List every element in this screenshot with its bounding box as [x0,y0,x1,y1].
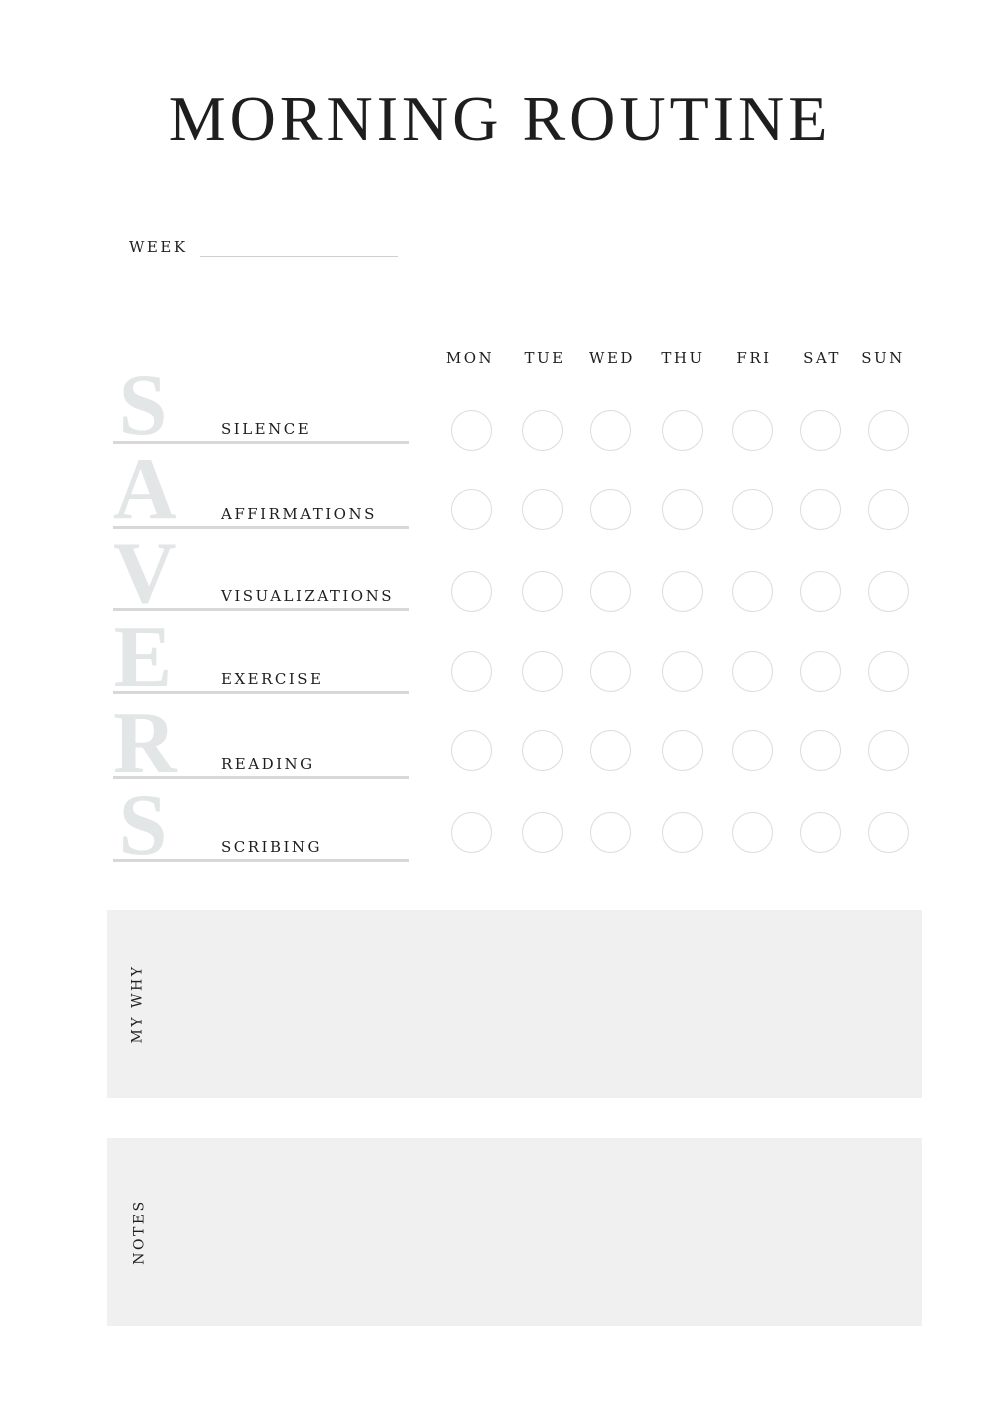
checkbox-reading-sat[interactable] [800,730,841,771]
checkbox-affirmations-tue[interactable] [522,489,563,530]
day-header-tue: TUE [524,349,566,367]
acronym-letter: S [118,357,168,454]
checkbox-scribing-mon[interactable] [451,812,492,853]
checkbox-affirmations-sun[interactable] [868,489,909,530]
habit-label-exercise: EXERCISE [221,670,324,688]
checkbox-silence-wed[interactable] [590,410,631,451]
row-divider [113,526,409,529]
row-divider [113,859,409,862]
checkbox-affirmations-mon[interactable] [451,489,492,530]
checkbox-exercise-thu[interactable] [662,651,703,692]
checkbox-scribing-sat[interactable] [800,812,841,853]
checkbox-exercise-sat[interactable] [800,651,841,692]
checkbox-silence-mon[interactable] [451,410,492,451]
habit-label-reading: READING [221,755,315,773]
checkbox-affirmations-sat[interactable] [800,489,841,530]
checkbox-scribing-tue[interactable] [522,812,563,853]
notes-box[interactable]: NOTES [107,1138,922,1326]
week-input-line[interactable] [200,256,398,257]
checkbox-reading-tue[interactable] [522,730,563,771]
row-divider [113,441,409,444]
checkbox-silence-tue[interactable] [522,410,563,451]
habit-label-affirmations: AFFIRMATIONS [221,505,377,523]
checkbox-reading-thu[interactable] [662,730,703,771]
checkbox-scribing-wed[interactable] [590,812,631,853]
day-header-wed: WED [589,349,635,367]
checkbox-scribing-fri[interactable] [732,812,773,853]
checkbox-visualizations-mon[interactable] [451,571,492,612]
checkbox-exercise-wed[interactable] [590,651,631,692]
acronym-letter: A [113,441,177,538]
checkbox-visualizations-fri[interactable] [732,571,773,612]
checkbox-scribing-thu[interactable] [662,812,703,853]
day-header-mon: MON [445,349,495,367]
checkbox-exercise-mon[interactable] [451,651,492,692]
day-header-fri: FRI [736,349,772,367]
page-title: MORNING ROUTINE [168,83,832,154]
row-divider [113,608,409,611]
day-header-sat: SAT [803,349,841,367]
checkbox-affirmations-thu[interactable] [662,489,703,530]
my-why-label: MY WHY [129,964,145,1044]
checkbox-exercise-sun[interactable] [868,651,909,692]
checkbox-affirmations-fri[interactable] [732,489,773,530]
checkbox-exercise-tue[interactable] [522,651,563,692]
acronym-letter: S [118,777,168,874]
acronym-letter: V [113,525,177,622]
week-label: WEEK [129,238,188,256]
checkbox-visualizations-tue[interactable] [522,571,563,612]
acronym-letter: R [113,695,177,792]
day-header-sun: SUN [861,349,905,367]
checkbox-reading-sun[interactable] [868,730,909,771]
my-why-box[interactable]: MY WHY [107,910,922,1098]
checkbox-silence-sun[interactable] [868,410,909,451]
checkbox-visualizations-sun[interactable] [868,571,909,612]
checkbox-silence-fri[interactable] [732,410,773,451]
checkbox-reading-fri[interactable] [732,730,773,771]
notes-label: NOTES [132,1199,149,1265]
checkbox-scribing-sun[interactable] [868,812,909,853]
checkbox-silence-thu[interactable] [662,410,703,451]
checkbox-visualizations-wed[interactable] [590,571,631,612]
checkbox-reading-wed[interactable] [590,730,631,771]
day-header-thu: THU [661,349,705,367]
checkbox-silence-sat[interactable] [800,410,841,451]
checkbox-exercise-fri[interactable] [732,651,773,692]
acronym-letter: E [113,609,173,706]
checkbox-visualizations-sat[interactable] [800,571,841,612]
checkbox-reading-mon[interactable] [451,730,492,771]
checkbox-affirmations-wed[interactable] [590,489,631,530]
habit-label-scribing: SCRIBING [221,838,323,856]
row-divider [113,776,409,779]
habit-label-visualizations: VISUALIZATIONS [221,587,394,605]
row-divider [113,691,409,694]
habit-label-silence: SILENCE [221,420,312,438]
checkbox-visualizations-thu[interactable] [662,571,703,612]
